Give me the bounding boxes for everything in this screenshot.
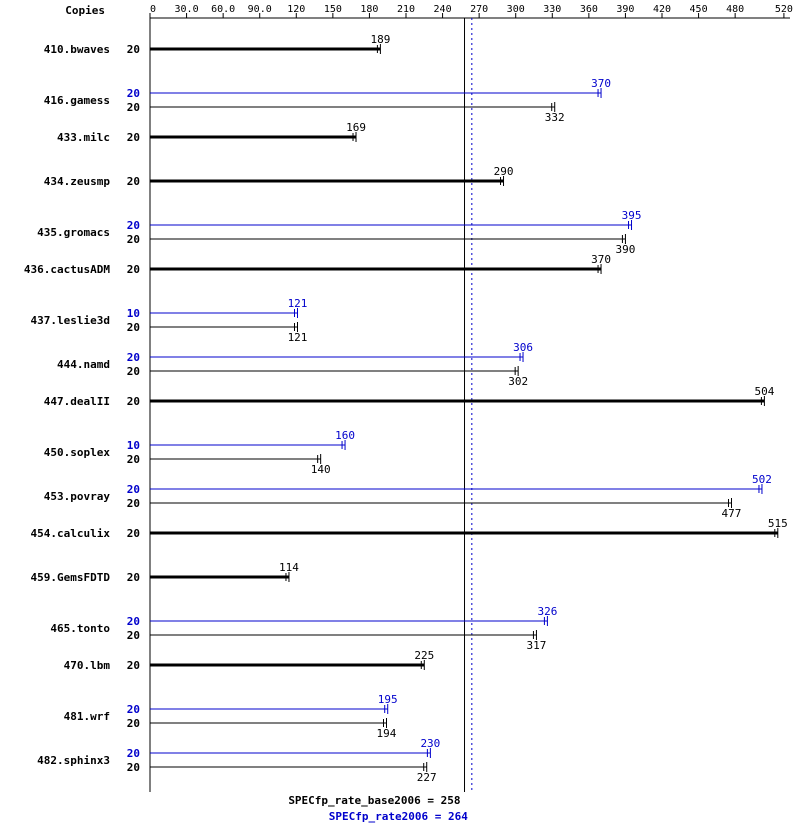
value-label: 169 <box>346 121 366 134</box>
x-tick-label: 120 <box>287 4 305 15</box>
value-label: 390 <box>615 243 635 256</box>
reference-label: SPECfp_rate2006 = 264 <box>329 810 468 823</box>
reference-label: SPECfp_rate_base2006 = 258 <box>288 794 460 807</box>
value-label: 317 <box>527 639 547 652</box>
benchmark-name: 453.povray <box>44 490 111 503</box>
x-tick-label: 330 <box>543 4 561 15</box>
copies-value: 20 <box>127 703 140 716</box>
x-tick-label: 30.0 <box>175 4 199 15</box>
copies-value: 20 <box>127 747 140 760</box>
copies-header: Copies <box>65 4 105 17</box>
benchmark-name: 465.tonto <box>50 622 110 635</box>
copies-value: 20 <box>127 233 140 246</box>
copies-value: 20 <box>127 483 140 496</box>
benchmark-name: 482.sphinx3 <box>37 754 110 767</box>
x-tick-label: 240 <box>434 4 452 15</box>
value-label: 370 <box>591 77 611 90</box>
value-label: 114 <box>279 561 299 574</box>
x-tick-label: 480 <box>726 4 744 15</box>
copies-value: 20 <box>127 453 140 466</box>
value-label: 225 <box>414 649 434 662</box>
value-label: 121 <box>288 331 308 344</box>
benchmark-name: 433.milc <box>57 131 110 144</box>
copies-value: 20 <box>127 365 140 378</box>
copies-value: 20 <box>127 175 140 188</box>
copies-value: 20 <box>127 629 140 642</box>
value-label: 230 <box>420 737 440 750</box>
x-tick-label: 520 <box>775 4 793 15</box>
value-label: 121 <box>288 297 308 310</box>
copies-value: 20 <box>127 219 140 232</box>
benchmark-name: 470.lbm <box>64 659 111 672</box>
value-label: 140 <box>311 463 331 476</box>
copies-value: 20 <box>127 351 140 364</box>
value-label: 290 <box>494 165 514 178</box>
x-tick-label: 390 <box>616 4 634 15</box>
x-tick-label: 300 <box>507 4 525 15</box>
benchmark-name: 435.gromacs <box>37 226 110 239</box>
x-tick-label: 210 <box>397 4 415 15</box>
value-label: 477 <box>722 507 742 520</box>
benchmark-name: 454.calculix <box>31 527 111 540</box>
copies-value: 20 <box>127 717 140 730</box>
value-label: 306 <box>513 341 533 354</box>
value-label: 189 <box>370 33 390 46</box>
x-tick-label: 90.0 <box>248 4 272 15</box>
value-label: 370 <box>591 253 611 266</box>
copies-value: 20 <box>127 395 140 408</box>
benchmark-name: 437.leslie3d <box>31 314 110 327</box>
value-label: 302 <box>508 375 528 388</box>
value-label: 194 <box>377 727 397 740</box>
value-label: 326 <box>537 605 557 618</box>
x-tick-label: 360 <box>580 4 598 15</box>
benchmark-name: 459.GemsFDTD <box>31 571 111 584</box>
value-label: 504 <box>754 385 774 398</box>
x-tick-label: 60.0 <box>211 4 235 15</box>
chart-svg: Copies 0 30.0 60.0 90.0 120 150 180 210 240 270 300… <box>0 0 799 831</box>
copies-value: 20 <box>127 659 140 672</box>
x-tick-label: 150 <box>324 4 342 15</box>
value-label: 332 <box>545 111 565 124</box>
benchmark-name: 447.dealII <box>44 395 110 408</box>
copies-value: 20 <box>127 497 140 510</box>
copies-value: 10 <box>127 307 140 320</box>
value-label: 395 <box>622 209 642 222</box>
x-tick-label: 420 <box>653 4 671 15</box>
x-tick-label: 270 <box>470 4 488 15</box>
copies-value: 20 <box>127 87 140 100</box>
copies-value: 20 <box>127 43 140 56</box>
value-label: 515 <box>768 517 788 530</box>
copies-value: 20 <box>127 321 140 334</box>
benchmark-name: 416.gamess <box>44 94 110 107</box>
benchmark-name: 481.wrf <box>64 710 110 723</box>
copies-value: 20 <box>127 101 140 114</box>
copies-value: 20 <box>127 527 140 540</box>
copies-value: 20 <box>127 571 140 584</box>
benchmark-name: 436.cactusADM <box>24 263 110 276</box>
benchmark-name: 410.bwaves <box>44 43 110 56</box>
value-label: 195 <box>378 693 398 706</box>
benchmark-name: 444.namd <box>57 358 110 371</box>
x-tick-label: 450 <box>690 4 708 15</box>
value-label: 160 <box>335 429 355 442</box>
value-label: 227 <box>417 771 437 784</box>
copies-value: 10 <box>127 439 140 452</box>
benchmark-name: 434.zeusmp <box>44 175 111 188</box>
benchmark-chart: Copies 0 30.0 60.0 90.0 120 150 180 210 240 270 300… <box>0 0 799 831</box>
copies-value: 20 <box>127 131 140 144</box>
x-tick-label: 180 <box>360 4 378 15</box>
copies-value: 20 <box>127 761 140 774</box>
value-label: 502 <box>752 473 772 486</box>
copies-value: 20 <box>127 263 140 276</box>
benchmark-name: 450.soplex <box>44 446 111 459</box>
copies-value: 20 <box>127 615 140 628</box>
x-tick-label: 0 <box>150 4 156 15</box>
